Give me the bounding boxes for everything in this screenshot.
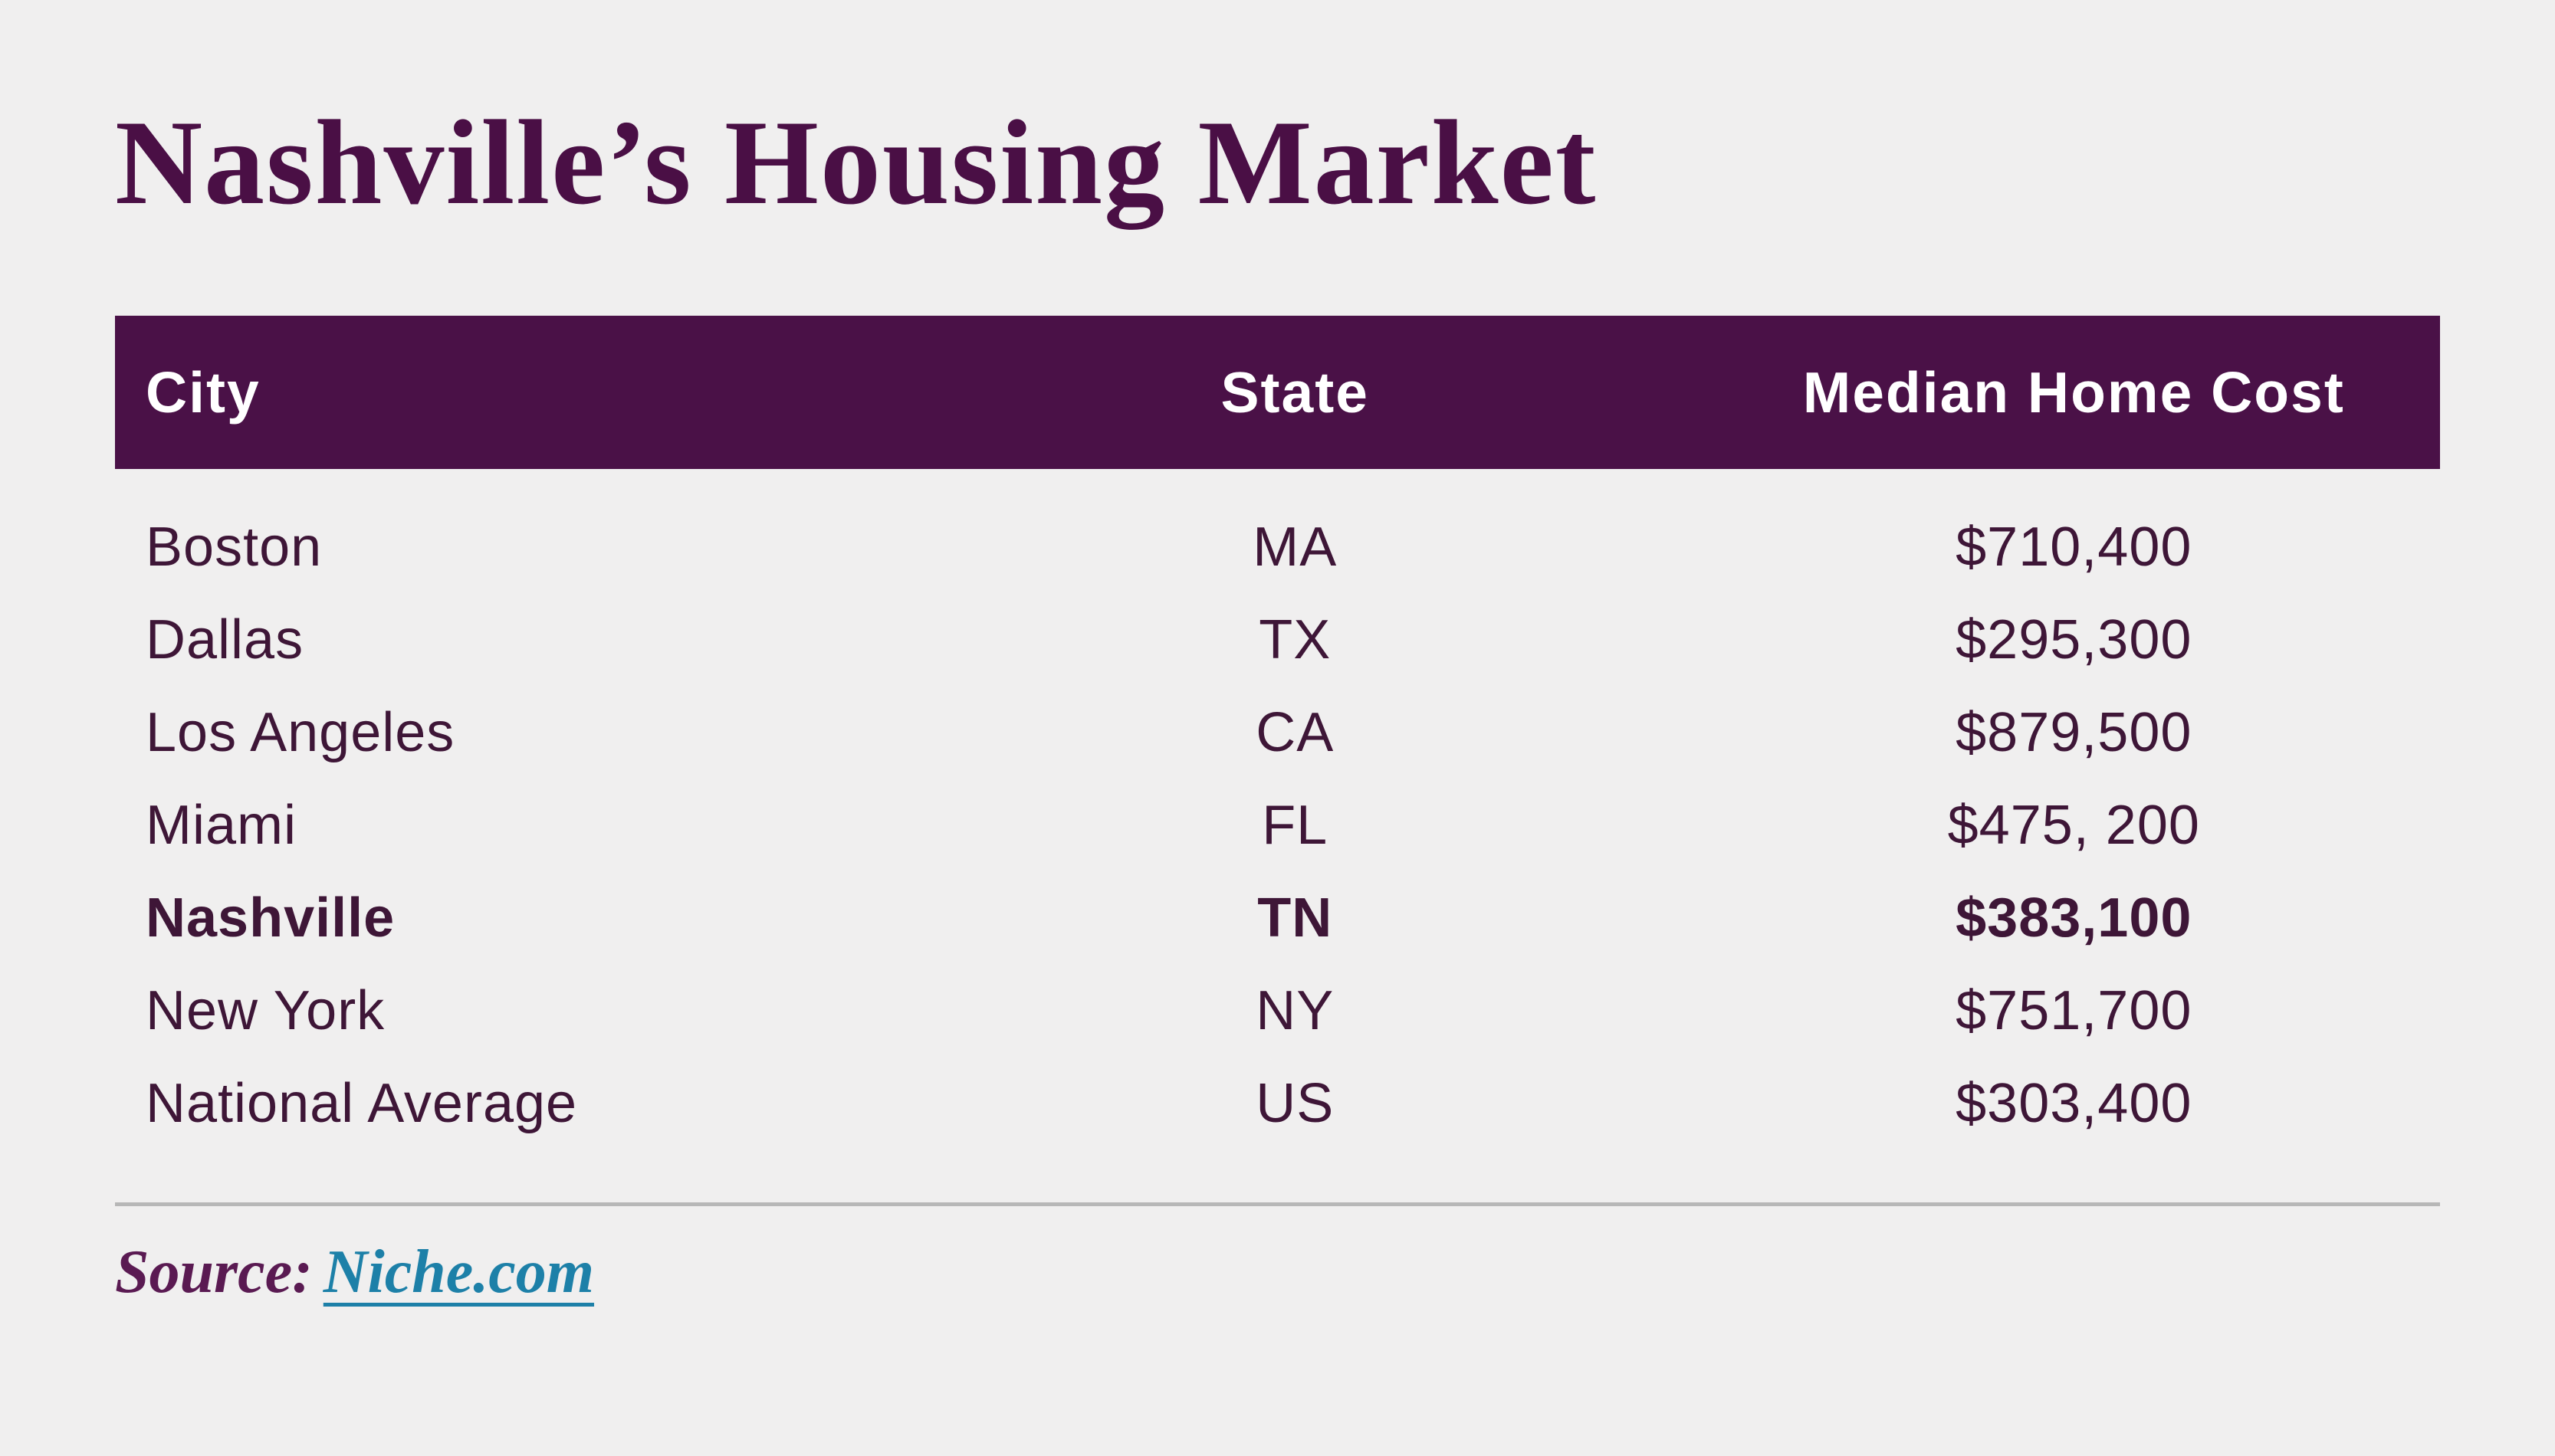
source-label: Source: bbox=[115, 1238, 313, 1306]
cell-city: Dallas bbox=[146, 609, 304, 671]
table-row-los-angeles: Los Angeles CA $879,500 bbox=[115, 687, 2440, 779]
column-header-city: City bbox=[146, 359, 261, 425]
cell-state: CA bbox=[1256, 702, 1335, 764]
table-row-boston: Boston MA $710,400 bbox=[115, 501, 2440, 594]
footer-divider bbox=[115, 1202, 2440, 1206]
cell-city: Los Angeles bbox=[146, 702, 455, 764]
table-row-miami: Miami FL $475, 200 bbox=[115, 779, 2440, 872]
table-body: Boston MA $710,400 Dallas TX $295,300 Lo… bbox=[115, 469, 2440, 1150]
table-row-new-york: New York NY $751,700 bbox=[115, 965, 2440, 1058]
cell-cost: $295,300 bbox=[1956, 609, 2192, 671]
cell-state: TX bbox=[1259, 609, 1332, 671]
housing-table: City State Median Home Cost Boston MA $7… bbox=[115, 315, 2440, 1150]
cell-cost: $475, 200 bbox=[1947, 795, 2200, 857]
cell-city: National Average bbox=[146, 1073, 578, 1135]
table-header-row: City State Median Home Cost bbox=[115, 315, 2440, 469]
cell-state: US bbox=[1256, 1073, 1335, 1135]
cell-state: NY bbox=[1256, 980, 1335, 1042]
cell-city: New York bbox=[146, 980, 386, 1042]
cell-state: MA bbox=[1253, 516, 1338, 579]
cell-state: TN bbox=[1257, 887, 1333, 949]
cell-cost: $751,700 bbox=[1956, 980, 2192, 1042]
source-line: Source: Niche.com bbox=[115, 1237, 2440, 1307]
cell-city: Miami bbox=[146, 795, 297, 857]
table-row-dallas: Dallas TX $295,300 bbox=[115, 594, 2440, 687]
column-header-state: State bbox=[1220, 359, 1369, 425]
cell-cost: $879,500 bbox=[1956, 702, 2192, 764]
source-link-niche[interactable]: Niche.com bbox=[323, 1238, 595, 1306]
cell-city: Nashville bbox=[146, 887, 396, 949]
table-row-nashville-highlighted: Nashville TN $383,100 bbox=[115, 872, 2440, 965]
cell-state: FL bbox=[1262, 795, 1328, 857]
cell-cost: $710,400 bbox=[1956, 516, 2192, 579]
cell-city: Boston bbox=[146, 516, 323, 579]
column-header-median-home-cost: Median Home Cost bbox=[1802, 359, 2345, 425]
cell-cost: $383,100 bbox=[1956, 887, 2192, 949]
cell-cost: $303,400 bbox=[1956, 1073, 2192, 1135]
page-title: Nashville’s Housing Market bbox=[115, 96, 1598, 230]
table-row-national-average: National Average US $303,400 bbox=[115, 1058, 2440, 1150]
